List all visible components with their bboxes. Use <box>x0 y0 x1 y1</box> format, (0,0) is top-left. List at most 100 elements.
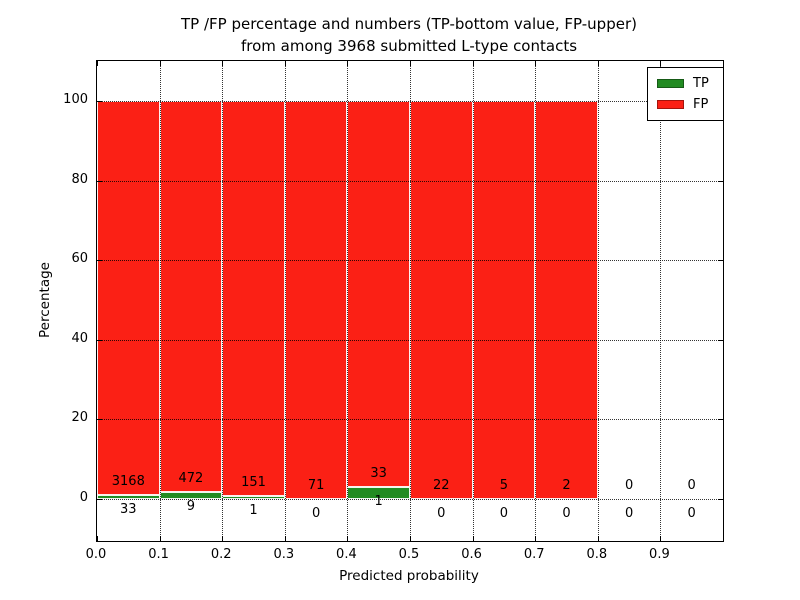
tp-count-label: 1 <box>249 503 258 519</box>
x-tick-bottom <box>347 536 349 541</box>
x-tick-label: 0.0 <box>85 547 107 562</box>
fp-count-label: 71 <box>307 478 325 493</box>
y-tick-label: 100 <box>63 92 88 107</box>
legend-entry-fp: FP <box>657 94 723 115</box>
x-tick-bottom <box>159 536 161 541</box>
tp-count-label: 0 <box>687 506 696 521</box>
x-tick-bottom <box>410 536 411 541</box>
x-tick-top <box>660 61 662 66</box>
y-gridline <box>97 101 723 102</box>
y-tick-left <box>97 101 102 102</box>
fp-count-label: 0 <box>687 478 696 493</box>
x-gridline <box>159 61 161 541</box>
tp-count-label: 1 <box>374 494 383 510</box>
bar-segment-tp <box>97 494 160 499</box>
y-gridline <box>97 499 723 500</box>
x-tick-top <box>97 61 98 66</box>
y-gridline <box>97 419 723 421</box>
y-tick-right <box>718 260 723 262</box>
y-tick-right <box>718 180 723 182</box>
fp-count-label: 22 <box>433 478 450 493</box>
x-tick-label: 0.8 <box>586 547 608 562</box>
legend-swatch-fp-icon <box>657 100 684 109</box>
y-tick-label: 60 <box>71 251 88 267</box>
tp-count-label: 9 <box>186 498 196 514</box>
tp-count-label: 0 <box>437 506 446 521</box>
bar-segment-fp <box>222 101 285 497</box>
x-tick-bottom <box>535 536 537 541</box>
y-gridline <box>97 180 723 182</box>
y-tick-left <box>97 499 102 500</box>
x-tick-bottom <box>472 536 474 541</box>
fp-count-label: 151 <box>241 475 266 491</box>
x-tick-label: 0.7 <box>523 547 545 562</box>
y-tick-right <box>718 419 723 421</box>
y-tick-label: 40 <box>71 330 88 346</box>
x-gridline <box>347 61 349 541</box>
x-tick-label: 0.6 <box>461 547 482 562</box>
chart-title: TP /FP percentage and numbers (TP-bottom… <box>96 13 722 57</box>
chart-title-line2: from among 3968 submitted L-type contact… <box>240 37 578 55</box>
x-tick-label: 0.5 <box>398 547 420 562</box>
x-tick-bottom <box>660 536 662 541</box>
x-tick-label: 0.2 <box>210 547 232 562</box>
plot-area: 3168 33 472 9 151 1 71 0 33 1 22 0 5 0 2 0 0 0 0 0 TP FP <box>96 60 724 542</box>
y-tick-right <box>718 499 723 500</box>
y-tick-label: 80 <box>71 171 88 187</box>
x-tick-label: 0.9 <box>649 547 670 562</box>
y-tick-left <box>97 180 102 182</box>
fp-count-label: 472 <box>178 470 204 486</box>
fp-count-label: 2 <box>562 478 571 493</box>
tp-count-label: 0 <box>311 506 321 521</box>
x-tick-label: 0.4 <box>336 547 357 562</box>
bar-segment-fp <box>347 101 410 488</box>
y-tick-left <box>97 339 102 341</box>
x-axis-label: Predicted probability <box>339 568 479 584</box>
fp-count-label: 33 <box>370 466 387 482</box>
legend: TP FP <box>647 67 724 121</box>
tp-count-label: 33 <box>120 501 137 517</box>
bar-segment-fp <box>535 101 598 499</box>
bar-segment-fp <box>159 101 223 492</box>
legend-swatch-tp-icon <box>657 79 684 88</box>
legend-label-tp: TP <box>693 75 709 91</box>
x-tick-label: 0.1 <box>148 547 169 562</box>
x-gridline <box>472 61 474 541</box>
x-tick-bottom <box>597 536 599 541</box>
x-gridline <box>535 61 537 541</box>
y-tick-label: 20 <box>71 410 88 426</box>
x-tick-bottom <box>284 536 286 541</box>
fp-count-label: 3168 <box>111 473 145 489</box>
y-tick-left <box>97 419 102 421</box>
tp-count-label: 0 <box>499 506 509 521</box>
fp-count-label: 0 <box>624 478 634 493</box>
tp-count-label: 0 <box>624 506 634 521</box>
x-tick-top <box>284 61 286 66</box>
y-gridline <box>97 260 723 262</box>
x-gridline <box>597 61 599 541</box>
bar-segment-fp <box>410 101 473 499</box>
y-tick-label: 0 <box>79 490 88 505</box>
x-gridline <box>222 61 224 541</box>
x-tick-top <box>535 61 537 66</box>
chart-title-line1: TP /FP percentage and numbers (TP-bottom… <box>181 15 637 33</box>
x-tick-top <box>347 61 349 66</box>
x-tick-top <box>597 61 599 66</box>
x-gridline <box>660 61 662 541</box>
legend-label-fp: FP <box>693 96 709 112</box>
x-tick-top <box>472 61 474 66</box>
x-tick-bottom <box>97 536 98 541</box>
x-gridline <box>410 61 411 541</box>
x-tick-bottom <box>222 536 224 541</box>
fp-count-label: 5 <box>499 478 509 493</box>
x-tick-top <box>159 61 161 66</box>
x-gridline <box>284 61 286 541</box>
y-axis-label: Percentage <box>37 262 53 338</box>
bar-segment-fp <box>97 101 160 495</box>
tp-count-label: 0 <box>562 506 571 521</box>
bar-segment-fp <box>472 101 536 499</box>
y-tick-right <box>718 339 723 341</box>
legend-entry-tp: TP <box>657 73 723 94</box>
bar-segment-fp <box>284 101 348 499</box>
